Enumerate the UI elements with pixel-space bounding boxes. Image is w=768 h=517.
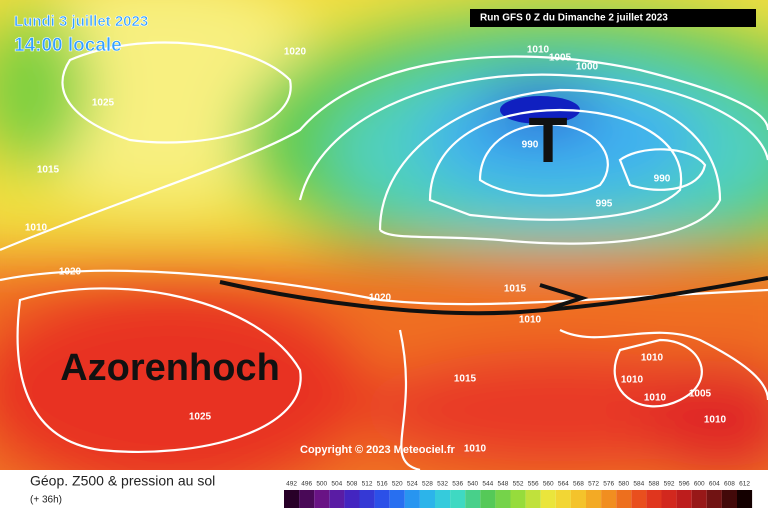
scale-swatch [540,490,556,508]
isobar-label: 1025 [189,412,212,423]
scale-label: 536 [452,481,463,488]
scale-swatch [586,490,602,508]
isobar-label: 1020 [59,267,82,278]
scale-swatch [435,490,451,508]
scale-label: 528 [422,481,433,488]
scale-swatch [389,490,405,508]
scale-label: 500 [316,481,327,488]
time: 14:00 locale [14,35,122,56]
scale-swatch [314,490,330,508]
scale-label: 608 [724,481,735,488]
scale-label: 552 [513,481,524,488]
scale-swatch [299,490,315,508]
scale-label: 548 [498,481,509,488]
scale-swatch [480,490,496,508]
isobar-label: 1010 [641,353,664,364]
scale-label: 516 [377,481,388,488]
scale-swatch [359,490,375,508]
scale-label: 540 [467,481,478,488]
scale-label: 560 [543,481,554,488]
run-box [470,9,756,27]
isobar-label: 1020 [369,293,392,304]
isobar-label: 1010 [704,415,727,426]
scale-label: 496 [301,481,312,488]
isobar-label: 1010 [644,393,667,404]
low-label: T [528,104,567,176]
scale-label: 612 [739,481,750,488]
scale-swatch [691,490,707,508]
scale-swatch [616,490,632,508]
scale-swatch [737,490,753,508]
high-label: Azorenhoch [60,347,280,389]
scale-label: 584 [633,481,644,488]
scale-label: 600 [694,481,705,488]
scale-swatch [374,490,390,508]
isobar-label: 990 [522,140,539,151]
run: Run GFS 0 Z du Dimanche 2 juillet 2023 [480,13,668,24]
scale-swatch [284,490,300,508]
scale-swatch [450,490,466,508]
scale-swatch [676,490,692,508]
scale-label: 532 [437,481,448,488]
scale-label: 568 [573,481,584,488]
isobar-label: 1020 [284,47,307,58]
isobar-label: 1010 [25,223,48,234]
legend-title: Géop. Z500 & pression au sol [30,473,215,489]
color-scale: 492 496 500 504 508 512 516 520 524 528 532 536 540 5… [284,481,753,508]
scale-swatch [570,490,586,508]
isobar-label: 1010 [527,45,550,56]
scale-label: 492 [286,481,297,488]
scale-label: 520 [392,481,403,488]
scale-swatch [661,490,677,508]
isobar-label: 1005 [549,53,572,64]
legend-lead: (+ 36h) [30,495,62,506]
scale-label: 508 [347,481,358,488]
isobar-label: 1010 [464,444,487,455]
isobar-label: 1010 [621,375,644,386]
scale-label: 564 [558,481,569,488]
scale-swatch [706,490,722,508]
scale-label: 596 [679,481,690,488]
isobar-label: 1005 [689,389,712,400]
scale-label: 576 [603,481,614,488]
scale-label: 580 [618,481,629,488]
scale-swatch [404,490,420,508]
isobar-label: 1015 [504,284,527,295]
isobar-label: 1025 [92,98,115,109]
isobar-label: 1010 [519,315,542,326]
scale-label: 556 [528,481,539,488]
isobar-label: 990 [654,174,671,185]
isobar-label: 1015 [37,165,60,176]
scale-swatch [525,490,541,508]
scale-label: 588 [649,481,660,488]
scale-label: 592 [664,481,675,488]
scale-swatch [344,490,360,508]
scale-swatch [721,490,737,508]
isobar-label: 995 [596,199,613,210]
scale-swatch [465,490,481,508]
isobar-labels: 1020102510151010102010101005100099099099… [25,45,727,455]
scale-swatch [631,490,647,508]
scale-label: 544 [482,481,493,488]
copyright: Copyright © 2023 Meteociel.fr [300,444,456,456]
isobar-label: 1015 [454,374,477,385]
scale-label: 604 [709,481,720,488]
isobar-label: 1000 [576,62,599,73]
scale-swatch [329,490,345,508]
scale-label: 572 [588,481,599,488]
scale-swatch [419,490,435,508]
scale-swatch [495,490,511,508]
date: Lundi 3 juillet 2023 [14,13,148,30]
scale-swatch [555,490,571,508]
scale-label: 504 [331,481,342,488]
scale-label: 524 [407,481,418,488]
scale-swatch [601,490,617,508]
scale-swatch [646,490,662,508]
scale-swatch [510,490,526,508]
scale-label: 512 [362,481,373,488]
